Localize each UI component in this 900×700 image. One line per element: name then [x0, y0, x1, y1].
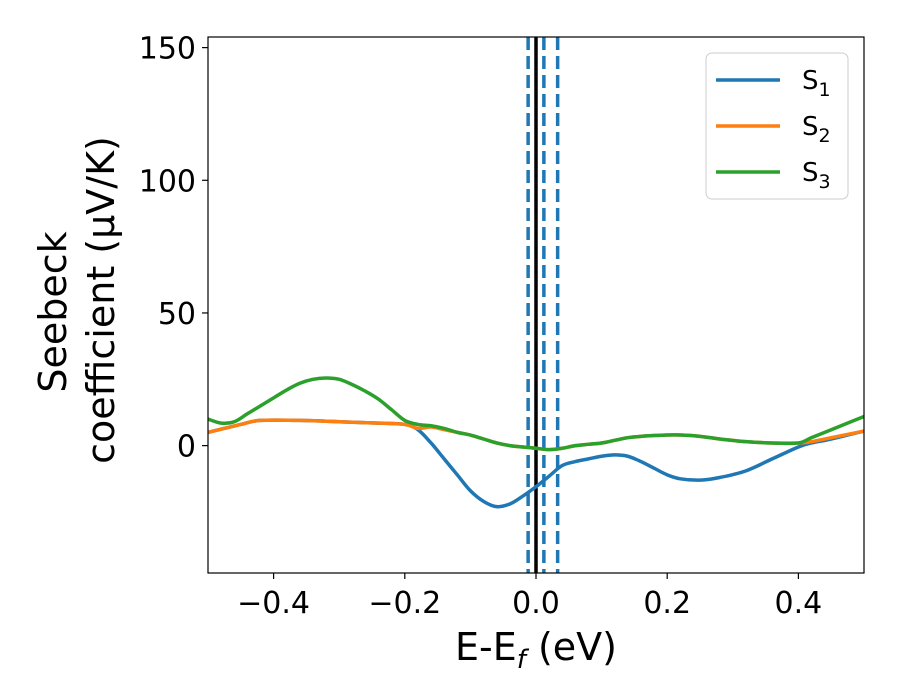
x-tick-label: 0.4: [775, 586, 823, 621]
series-lines: [208, 376, 864, 509]
legend-label-s1: S1: [802, 66, 831, 101]
y-axis-ticks: 0 50 100 150: [139, 32, 208, 465]
x-axis-title: E-Ef (eV): [455, 625, 617, 675]
x-axis-title-main: E-E: [455, 625, 517, 669]
x-tick-label: −0.4: [237, 586, 310, 621]
x-tick-label: 0.2: [643, 586, 691, 621]
x-axis-title-unit: (eV): [526, 625, 617, 669]
y-tick-label: 100: [139, 164, 196, 199]
y-tick-label: 150: [139, 32, 196, 67]
x-tick-label: 0.0: [512, 586, 560, 621]
y-tick-label: 50: [158, 297, 196, 332]
y-axis-title-line2: coefficient (μV/K): [79, 136, 123, 464]
legend-label-s2: S2: [802, 112, 831, 147]
legend: S1 S2 S3: [705, 52, 849, 200]
x-axis-ticks: −0.4 −0.2 0.0 0.2 0.4: [237, 573, 822, 621]
legend-label-s3: S3: [802, 158, 831, 193]
series-line-s3: [208, 376, 864, 452]
y-tick-label: 0: [177, 430, 196, 465]
y-axis-title-line1: Seebeck: [31, 231, 75, 392]
y-axis-title: Seebeck coefficient (μV/K): [31, 136, 123, 464]
reference-lines: [526, 37, 560, 573]
x-tick-label: −0.2: [368, 586, 441, 621]
